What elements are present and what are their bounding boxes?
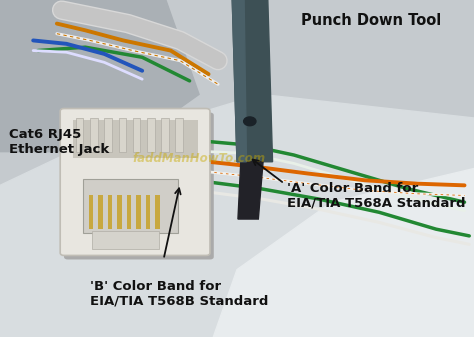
Bar <box>83 179 178 233</box>
Text: faddManHowTo.com: faddManHowTo.com <box>133 152 265 165</box>
Bar <box>92 231 159 249</box>
Circle shape <box>244 117 256 126</box>
Bar <box>73 120 198 158</box>
Polygon shape <box>232 0 246 162</box>
Bar <box>146 195 150 229</box>
Bar <box>127 195 131 229</box>
Bar <box>136 195 141 229</box>
Polygon shape <box>0 0 199 152</box>
Bar <box>104 118 112 152</box>
Bar <box>90 118 98 152</box>
Text: Cat6 RJ45
Ethernet Jack: Cat6 RJ45 Ethernet Jack <box>9 128 109 156</box>
Bar <box>161 118 169 152</box>
Polygon shape <box>213 168 474 337</box>
Bar <box>117 195 122 229</box>
Bar <box>175 118 183 152</box>
Bar <box>133 118 140 152</box>
Polygon shape <box>238 162 263 219</box>
Polygon shape <box>0 94 474 337</box>
Bar <box>89 195 93 229</box>
FancyBboxPatch shape <box>64 113 214 259</box>
FancyBboxPatch shape <box>60 109 210 255</box>
Bar <box>98 195 103 229</box>
Bar <box>155 195 160 229</box>
Text: 'B' Color Band for
EIA/TIA T568B Standard: 'B' Color Band for EIA/TIA T568B Standar… <box>90 280 268 308</box>
Bar <box>118 118 126 152</box>
Polygon shape <box>232 0 273 162</box>
Bar <box>76 118 83 152</box>
Bar <box>108 195 112 229</box>
Text: Punch Down Tool: Punch Down Tool <box>301 13 441 29</box>
Bar <box>147 118 155 152</box>
Text: 'A' Color Band for
EIA/TIA T568A Standard: 'A' Color Band for EIA/TIA T568A Standar… <box>287 182 465 210</box>
